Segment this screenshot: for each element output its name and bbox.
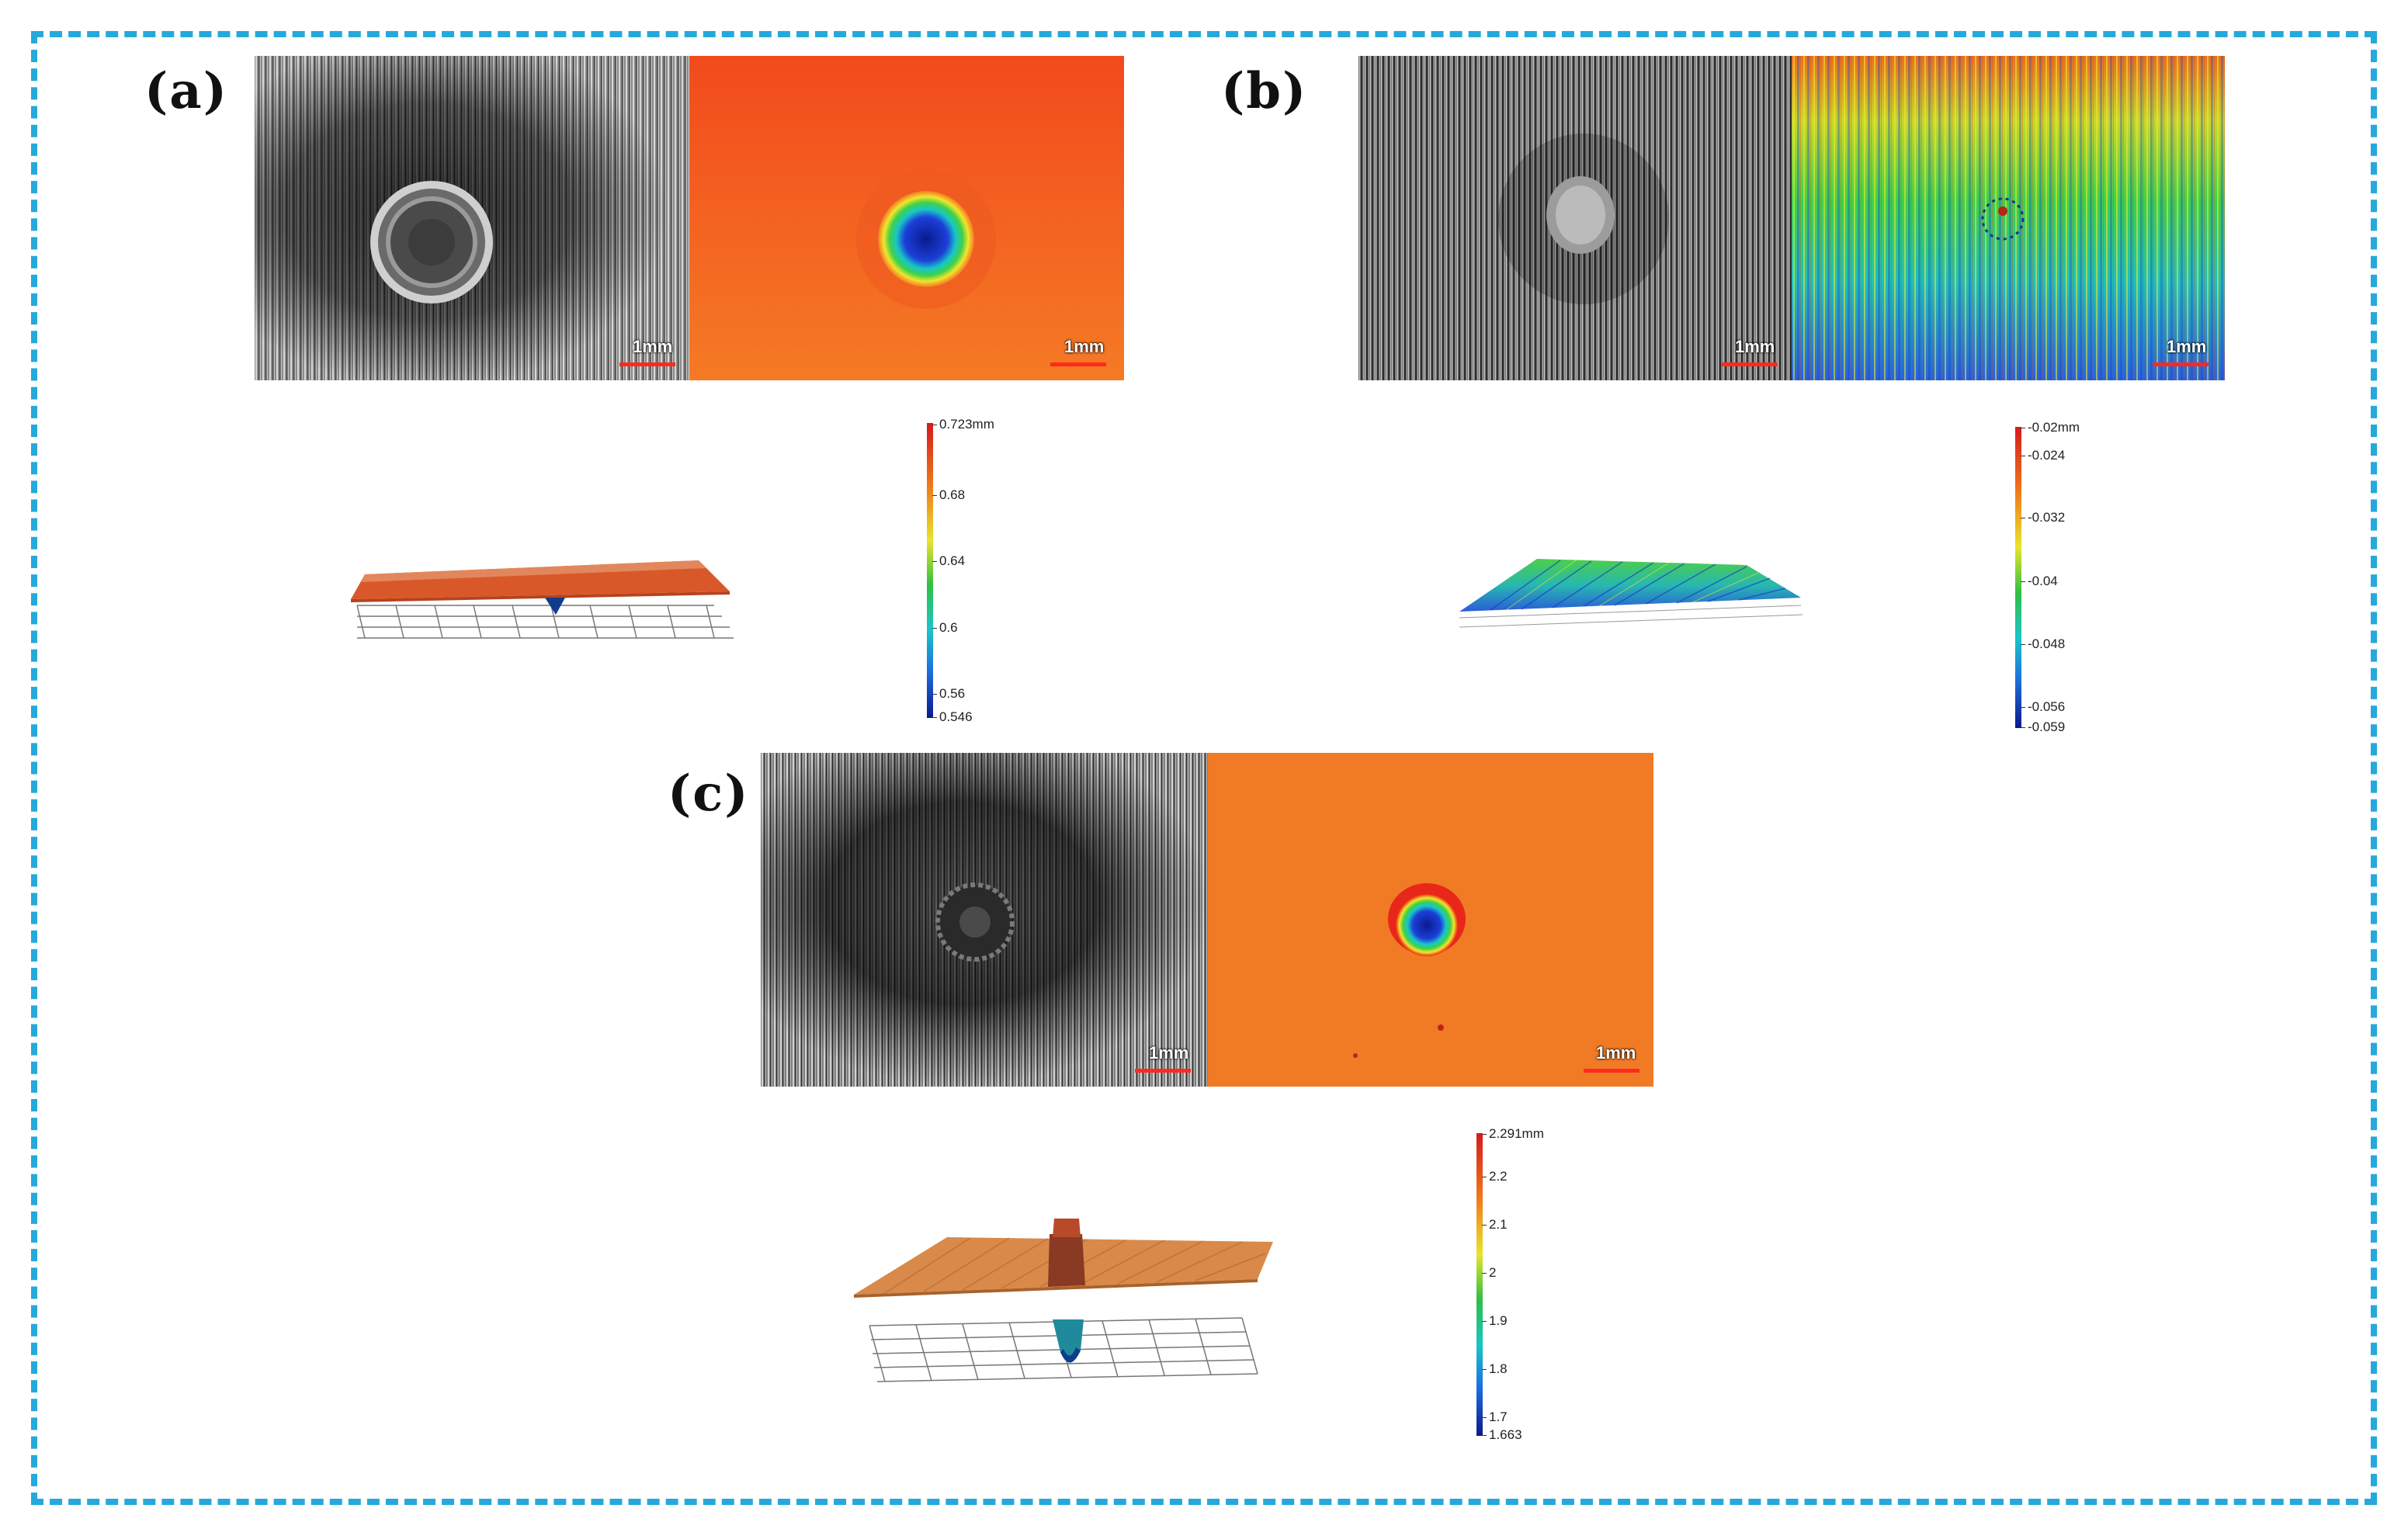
panel-c-cbar-tick-5: 1.9 <box>1482 1313 1508 1328</box>
panel-c-label: (c) <box>668 765 750 823</box>
panel-c-3d-surface <box>854 1219 1273 1382</box>
panel-b-cbar-tick-2: -0.024 <box>2020 448 2066 463</box>
panel-b-left-scale-label: 1mm <box>1735 337 1775 356</box>
panel-c-cbar-tick-8: 1.663 <box>1482 1427 1522 1442</box>
panel-b-cbar-tick-1: -0.02mm <box>2020 420 2080 435</box>
panel-a-cbar-tick-3: 0.64 <box>932 553 966 568</box>
panel-c-left-scalebar <box>1135 1069 1191 1073</box>
panel-a-cbar-tick-1: 0.723mm <box>932 417 994 432</box>
panel-a-colorbar <box>927 423 933 718</box>
figure-frame <box>31 31 2377 1505</box>
panel-a-micrograph: 1mm <box>255 56 689 380</box>
panel-a-label: (a) <box>144 62 229 120</box>
panel-b-right-scalebar <box>2153 362 2208 366</box>
panel-c-right-scalebar <box>1584 1069 1639 1073</box>
panel-c-cbar-tick-1: 2.291mm <box>1482 1126 1544 1141</box>
panel-c-cbar-tick-6: 1.8 <box>1482 1361 1508 1376</box>
panel-c-cbar-tick-3: 2.1 <box>1482 1217 1508 1232</box>
panel-c-cbar-tick-4: 2 <box>1481 1265 1497 1280</box>
panel-b-cbar-tick-4: -0.04 <box>2021 574 2058 588</box>
panel-b-micrograph: 1mm <box>1358 56 1792 380</box>
panel-a-left-scale-label: 1mm <box>633 337 673 356</box>
panel-b-cbar-tick-7: -0.059 <box>2020 719 2066 734</box>
panel-b-label: (b) <box>1221 62 1308 120</box>
panel-a-cbar-tick-5: 0.56 <box>932 686 966 701</box>
panel-b-cbar-tick-5: -0.048 <box>2020 636 2066 651</box>
panel-b-colorbar <box>2015 427 2021 728</box>
panel-a-cbar-tick-4: 0.6 <box>932 620 958 635</box>
panel-c-micrograph: 1mm <box>761 753 1208 1087</box>
panel-a-cbar-tick-2: 0.68 <box>932 487 966 502</box>
panel-b-cbar-tick-3: -0.032 <box>2020 510 2066 525</box>
panel-a-right-scale-label: 1mm <box>1064 337 1105 356</box>
panel-b-3d-surface <box>1459 559 1803 628</box>
panel-a-3d-surface <box>351 560 734 639</box>
panel-c-heightmap: 1mm <box>1208 753 1653 1087</box>
panel-a-left-scalebar <box>619 362 675 366</box>
panel-c-right-scale-label: 1mm <box>1596 1043 1636 1063</box>
panel-b-left-scalebar <box>1722 362 1778 366</box>
panel-b-cbar-tick-6: -0.056 <box>2020 699 2066 714</box>
panel-c-cbar-tick-2: 2.2 <box>1482 1169 1508 1184</box>
panel-a-cbar-tick-6: 0.546 <box>932 709 973 724</box>
panel-b-right-scale-label: 1mm <box>2167 337 2207 356</box>
panel-c-colorbar <box>1476 1133 1483 1436</box>
panel-a-heightmap: 1mm <box>689 56 1124 380</box>
panel-a-right-scalebar <box>1050 362 1106 366</box>
panel-b-heightmap: 1mm <box>1792 56 2225 380</box>
panel-c-left-scale-label: 1mm <box>1149 1043 1189 1063</box>
panel-c-cbar-tick-7: 1.7 <box>1482 1409 1508 1424</box>
